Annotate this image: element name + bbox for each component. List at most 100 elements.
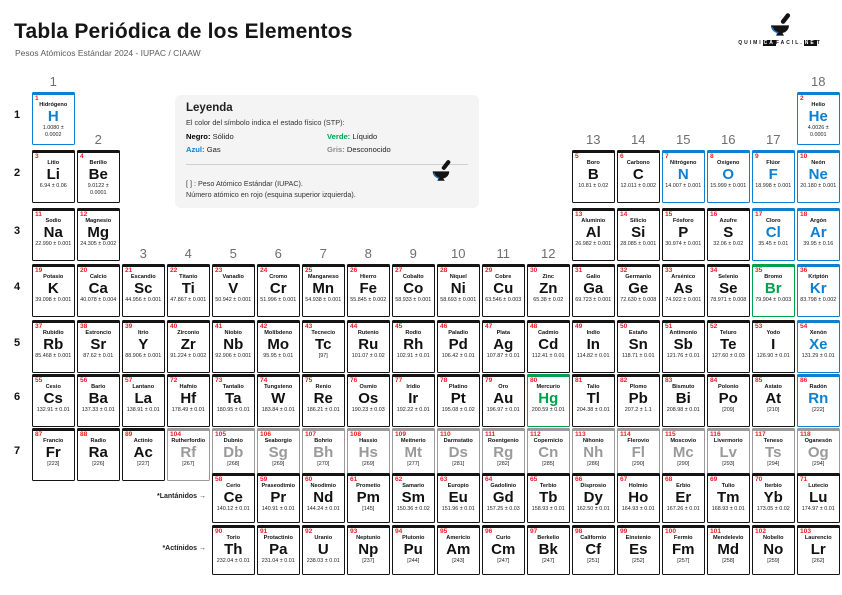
element-symbol: I xyxy=(771,336,776,354)
atomic-number: 67 xyxy=(620,476,628,483)
legend-value-gas: Gas xyxy=(206,145,221,154)
element-symbol: Er xyxy=(675,489,692,507)
atomic-weight: [209] xyxy=(722,407,735,414)
element-cell-ga: 31 Galio Ga 69.723 ± 0.001 xyxy=(572,264,615,317)
element-cell-am: 95 Americio Am [243] xyxy=(437,525,480,575)
atomic-number: 79 xyxy=(485,377,493,384)
atomic-weight: 186.21 ± 0.01 xyxy=(306,407,340,414)
period-label-6: 6 xyxy=(13,391,21,403)
element-symbol: Co xyxy=(403,280,424,298)
atomic-weight: 107.87 ± 0.01 xyxy=(486,353,520,360)
element-cell-as: 33 Arsénico As 74.922 ± 0.001 xyxy=(662,264,705,317)
element-cell-kr: 36 Kriptón Kr 83.798 ± 0.002 xyxy=(797,264,840,317)
atomic-weight: [145] xyxy=(362,506,375,513)
atomic-weight: 238.03 ± 0.01 xyxy=(306,558,340,565)
element-cell-mn: 25 Manganeso Mn 54.938 ± 0.001 xyxy=(302,264,345,317)
atomic-number: 94 xyxy=(395,528,403,535)
atomic-number: 84 xyxy=(710,377,718,384)
atomic-number: 56 xyxy=(80,377,88,384)
element-name: Erbio xyxy=(676,482,691,489)
element-name: Zirconio xyxy=(177,329,200,336)
element-symbol: Kr xyxy=(809,280,827,298)
element-symbol: Pb xyxy=(628,390,648,408)
atomic-number: 49 xyxy=(575,323,583,330)
element-symbol: Np xyxy=(358,541,379,559)
element-cell-ru: 44 Rutenio Ru 101.07 ± 0.02 xyxy=(347,320,390,373)
element-symbol: La xyxy=(134,390,152,408)
atomic-weight: 192.22 ± 0.01 xyxy=(396,407,430,414)
element-symbol: In xyxy=(586,336,600,354)
atomic-number: 103 xyxy=(800,528,812,535)
element-name: Plata xyxy=(496,329,510,336)
element-symbol: Os xyxy=(358,390,379,408)
element-symbol: Md xyxy=(717,541,740,559)
atomic-weight: 58.933 ± 0.001 xyxy=(395,297,432,304)
element-cell-f: 9 Flúor F 18.998 ± 0.001 xyxy=(752,150,795,203)
group-label-5: 5 xyxy=(229,246,237,261)
element-name: Prometio xyxy=(356,482,381,489)
atomic-number: 91 xyxy=(260,528,268,535)
element-symbol: Cu xyxy=(493,280,514,298)
legend-title: Leyenda xyxy=(186,102,233,114)
element-cell-lr: 103 Laurencio Lr [262] xyxy=(797,525,840,575)
element-cell-li: 3 Litio Li 6.94 ± 0.06 xyxy=(32,150,75,203)
atomic-number: 117 xyxy=(755,431,766,438)
element-name: Zinc xyxy=(542,273,555,280)
element-symbol: No xyxy=(763,541,784,559)
atomic-weight: 74.922 ± 0.001 xyxy=(665,297,702,304)
brand-text-part: NE xyxy=(803,40,817,46)
element-name: Kriptón xyxy=(808,273,829,280)
atomic-weight: 35.45 ± 0.01 xyxy=(758,241,789,248)
element-cell-ir: 77 Iridio Ir 192.22 ± 0.01 xyxy=(392,374,435,427)
atomic-number: 3 xyxy=(35,153,39,160)
atomic-weight: 91.224 ± 0.002 xyxy=(170,353,207,360)
element-name: Terbio xyxy=(539,482,557,489)
atomic-weight: 118.71 ± 0.01 xyxy=(621,353,655,360)
element-cell-bh: 107 Bohrio Bh [270] xyxy=(302,428,345,481)
element-cell-cm: 96 Curio Cm [247] xyxy=(482,525,525,575)
element-name: Galio xyxy=(586,273,601,280)
atomic-weight: 28.085 ± 0.001 xyxy=(620,241,657,248)
atomic-number: 59 xyxy=(260,476,268,483)
element-name: Calcio xyxy=(89,273,107,280)
atomic-number: 83 xyxy=(665,377,673,384)
element-name: Mercurio xyxy=(536,383,561,390)
atomic-weight: 6.94 ± 0.06 xyxy=(39,183,67,190)
element-name: Germanio xyxy=(625,273,652,280)
period-label-4: 4 xyxy=(13,281,21,293)
element-cell-zr: 40 Zirconio Zr 91.224 ± 0.002 xyxy=(167,320,210,373)
atomic-number: 102 xyxy=(755,528,767,535)
atomic-number: 70 xyxy=(755,476,763,483)
element-name: Carbono xyxy=(626,159,650,166)
element-symbol: Ge xyxy=(628,280,649,298)
element-symbol: Li xyxy=(46,166,60,184)
group-label-15: 15 xyxy=(676,132,691,147)
atomic-weight: 151.96 ± 0.01 xyxy=(441,506,475,513)
atomic-number: 77 xyxy=(395,377,403,384)
element-name: Níquel xyxy=(449,273,467,280)
element-symbol: Ra xyxy=(88,444,108,462)
atomic-weight: 121.76 ± 0.01 xyxy=(666,353,700,360)
atomic-number: 43 xyxy=(305,323,313,330)
atomic-number: 72 xyxy=(170,377,178,384)
element-name: Flerovio xyxy=(627,437,650,444)
element-name: Hierro xyxy=(360,273,377,280)
element-cell-no: 102 Nobelio No [259] xyxy=(752,525,795,575)
element-name: Darmstatio xyxy=(443,437,473,444)
element-cell-np: 93 Neptunio Np [237] xyxy=(347,525,390,575)
element-symbol: F xyxy=(768,166,778,184)
element-symbol: P xyxy=(678,224,689,242)
element-name: Vanadio xyxy=(222,273,244,280)
element-cell-sr: 38 Estroncio Sr 87.62 ± 0.01 xyxy=(77,320,120,373)
atomic-number: 25 xyxy=(305,267,313,274)
element-name: Aluminio xyxy=(581,217,606,224)
element-name: Estroncio xyxy=(85,329,112,336)
element-symbol: Zr xyxy=(180,336,196,354)
element-symbol: H xyxy=(47,108,59,126)
element-cell-k: 19 Potasio K 39.098 ± 0.001 xyxy=(32,264,75,317)
atomic-weight: 208.98 ± 0.01 xyxy=(666,407,700,414)
group-label-18: 18 xyxy=(811,74,826,89)
element-symbol: Ru xyxy=(358,336,379,354)
element-cell-cs: 55 Cesio Cs 132.91 ± 0.01 xyxy=(32,374,75,427)
element-symbol: Cn xyxy=(538,444,559,462)
